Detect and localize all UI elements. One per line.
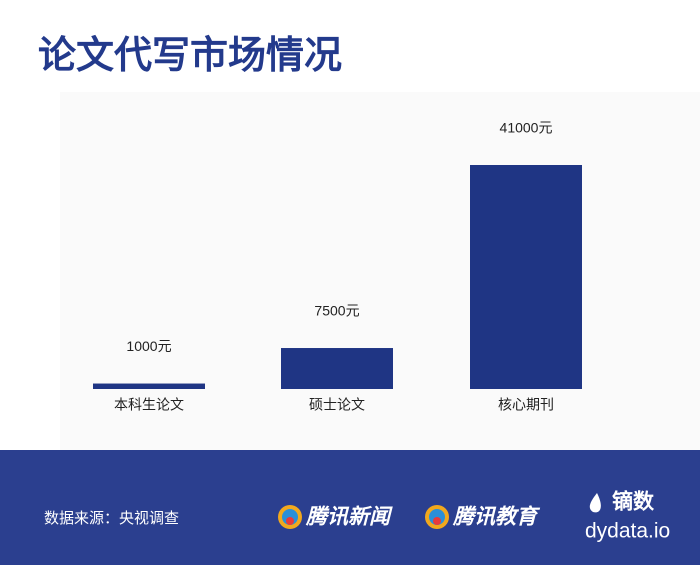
footer-band [0, 450, 700, 565]
bar [93, 383, 205, 389]
brand-icon [589, 493, 601, 513]
value-label: 1000元 [126, 338, 171, 354]
logo-icon [278, 505, 302, 529]
plot-background [60, 92, 700, 450]
logo-text: 腾讯新闻 [305, 505, 393, 529]
brand-url: dydata.io [585, 520, 670, 543]
category-label: 本科生论文 [114, 397, 184, 413]
value-label: 7500元 [314, 303, 359, 319]
bar [470, 165, 582, 389]
chart-title: 论文代写市场情况 [38, 35, 342, 77]
category-label: 核心期刊 [498, 397, 554, 413]
logo-text: 腾讯教育 [452, 505, 541, 529]
value-label: 41000元 [500, 120, 553, 136]
brand: 镝数 [612, 490, 655, 514]
bar [281, 348, 393, 389]
logo-icon [425, 505, 449, 529]
category-label: 硕士论文 [309, 397, 365, 413]
source: 数据来源：央视调查 [44, 510, 179, 527]
